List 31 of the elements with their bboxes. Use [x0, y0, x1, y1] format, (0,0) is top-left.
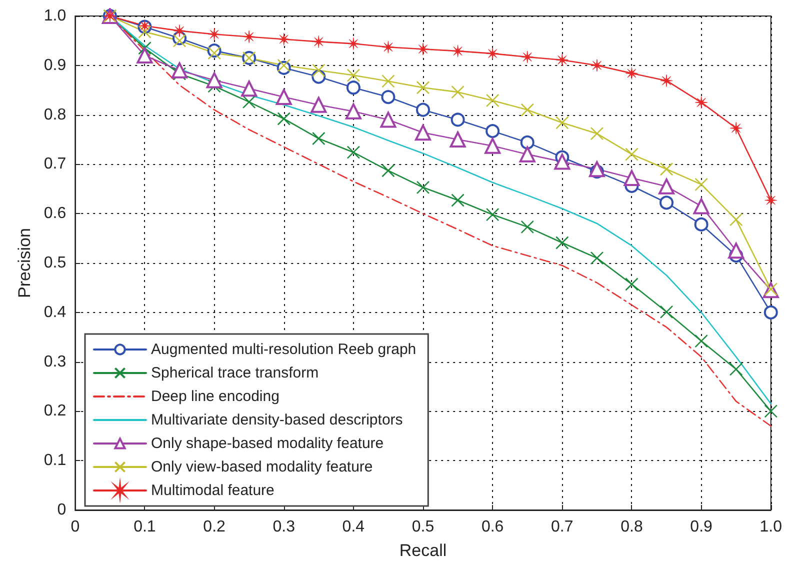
legend-label: Only view-based modality feature: [151, 458, 373, 476]
legend-label: Only shape-based modality feature: [151, 435, 384, 452]
x-tick-label: 0.4: [342, 518, 365, 536]
x-tick-label: 1.0: [760, 518, 782, 536]
y-tick-label: 0.3: [44, 353, 66, 370]
x-tick-label: 0.6: [481, 518, 504, 536]
x-tick-label: 0.5: [412, 518, 434, 536]
y-tick-label: 1.0: [44, 8, 66, 24]
legend-label: Deep line encoding: [151, 388, 280, 405]
legend-label: Augmented multi-resolution Reeb graph: [151, 341, 416, 358]
x-tick-label: 0.7: [551, 518, 574, 536]
x-tick-label: 0.1: [134, 518, 156, 536]
x-axis-title: Recall: [399, 541, 447, 560]
y-tick-label: 0.1: [44, 452, 66, 470]
y-tick-label: 0: [57, 502, 66, 518]
y-axis-title: Precision: [15, 228, 34, 298]
legend-label: Multivariate density-based descriptors: [151, 412, 403, 428]
x-tick-label: 0.9: [690, 518, 713, 536]
y-tick-label: 0.4: [44, 304, 66, 321]
y-tick-label: 0.6: [44, 205, 66, 222]
legend-label: Spherical trace transform: [151, 364, 319, 382]
y-tick-label: 0.7: [44, 156, 66, 173]
y-tick-label: 0.9: [44, 56, 66, 74]
y-tick-label: 0.8: [44, 106, 66, 124]
x-tick-label: 0.8: [620, 518, 643, 536]
x-tick-label: 0.3: [272, 518, 296, 536]
x-tick-label: 0.2: [203, 518, 226, 536]
x-tick-label: 0: [70, 518, 80, 536]
y-tick-label: 0.2: [44, 402, 66, 420]
y-tick-label: 0.5: [44, 254, 66, 272]
legend-label: Multimodal feature: [151, 482, 274, 499]
